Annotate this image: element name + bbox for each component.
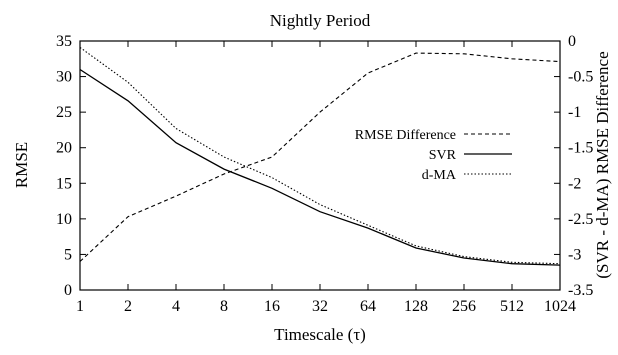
y-right-tick-label: -2 — [568, 175, 581, 192]
x-tick-label: 128 — [404, 298, 428, 315]
x-axis-label: Timescale (τ) — [274, 325, 366, 344]
y-left-tick-label: 25 — [56, 104, 72, 121]
y-axis-right: -3.5 -3 -2.5 -2 -1.5 -1 -0.5 0 — [554, 33, 593, 299]
chart-title: Nightly Period — [270, 11, 371, 30]
y-left-tick-label: 10 — [56, 211, 72, 228]
x-tick-label: 1 — [76, 298, 84, 315]
x-tick-label: 64 — [360, 298, 376, 315]
legend-label: SVR — [429, 148, 457, 163]
legend-label: d-MA — [422, 168, 457, 183]
y-left-tick-label: 20 — [56, 140, 72, 157]
x-tick-label: 512 — [500, 298, 524, 315]
series-line-d-ma — [79, 46, 561, 265]
x-tick-label: 32 — [312, 298, 328, 315]
y-right-tick-label: -0.5 — [568, 69, 593, 86]
y-right-tick-label: -1.5 — [568, 140, 593, 157]
y-right-tick-label: -3.5 — [568, 282, 593, 299]
y-left-tick-label: 30 — [56, 69, 72, 86]
series-line-rmse-difference — [79, 52, 561, 262]
plot-frame — [79, 40, 561, 291]
x-tick-label: 16 — [264, 298, 280, 315]
legend: RMSE Difference SVR d-MA — [355, 128, 512, 183]
y-left-tick-label: 35 — [56, 33, 72, 50]
y-left-tick-label: 5 — [64, 246, 72, 263]
y-left-tick-label: 15 — [56, 175, 72, 192]
x-tick-label: 4 — [172, 298, 180, 315]
y-axis-left: 0 5 10 15 20 25 30 35 — [56, 33, 86, 299]
series-line-svr — [79, 68, 561, 266]
series-lines — [79, 46, 561, 266]
y-axis-left-label: RMSE — [12, 142, 31, 188]
x-tick-label: 1024 — [544, 298, 576, 315]
x-tick-label: 8 — [220, 298, 228, 315]
y-left-tick-label: 0 — [64, 282, 72, 299]
legend-label: RMSE Difference — [355, 128, 456, 143]
y-right-tick-label: -2.5 — [568, 211, 593, 228]
y-axis-right-label: (SVR - d-MA) RMSE Difference — [593, 51, 612, 278]
x-axis: 1 2 4 8 16 32 64 128 256 512 1024 — [76, 41, 576, 315]
y-right-tick-label: -3 — [568, 246, 581, 263]
y-right-tick-label: -1 — [568, 104, 581, 121]
x-tick-label: 256 — [452, 298, 476, 315]
x-tick-label: 2 — [124, 298, 132, 315]
y-right-tick-label: 0 — [568, 33, 576, 50]
